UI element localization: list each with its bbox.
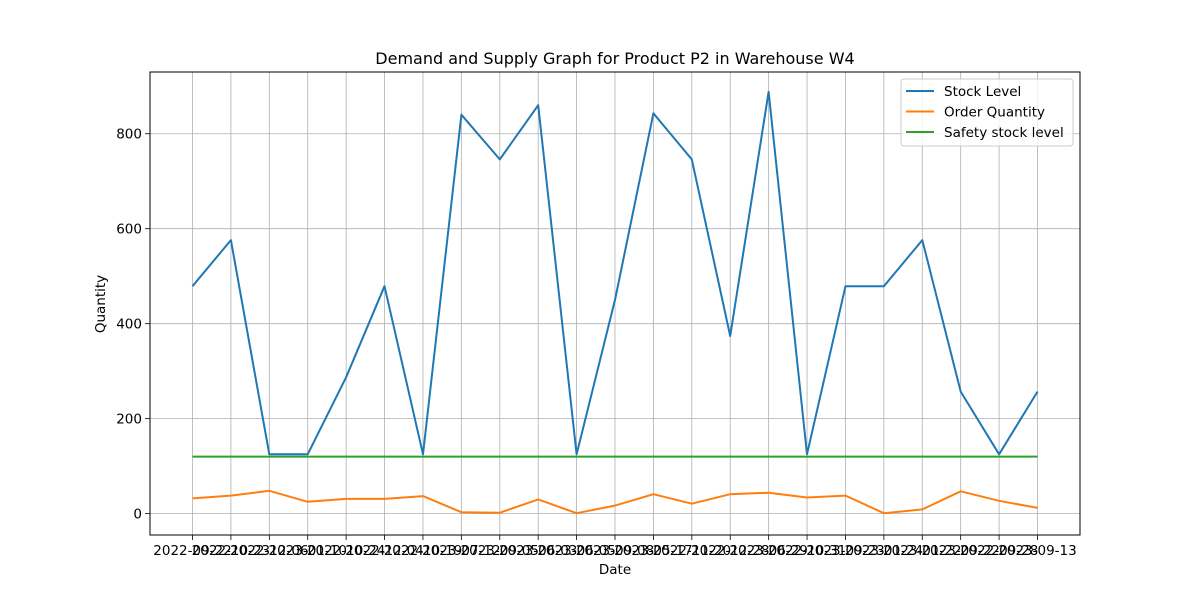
x-axis-title: Date (599, 562, 631, 578)
x-tick-label: 2023-05-17 (614, 543, 692, 559)
plot-series (191, 90, 1039, 515)
x-tick-label: 2022-12-06 (230, 543, 308, 559)
legend: Stock Level Order Quantity Safety stock le… (900, 78, 1074, 147)
series-line-stock-level (191, 90, 1039, 456)
legend-box (900, 78, 1074, 147)
y-tick-label: 600 (116, 222, 142, 238)
x-tick-label: 2023-01-24 (845, 543, 923, 559)
series-line-order-quantity (192, 489, 1038, 515)
axes: 2022-09-222022-10-232022-12-062023-01-10… (116, 127, 1077, 559)
y-tick-label: 200 (116, 412, 142, 428)
x-tick-label: 2023-09-22 (921, 543, 999, 559)
y-tick-label: 0 (133, 507, 142, 523)
x-tick-label: 2022-09-22 (153, 543, 231, 559)
x-tick-label: 2022-10-31 (768, 543, 846, 559)
x-tick-label: 2022-10-24 (307, 543, 385, 559)
grid (150, 72, 1080, 535)
y-axis-title: Quantity (93, 275, 109, 333)
x-tick-label: 2023-06-29 (729, 543, 807, 559)
x-tick-label: 2023-01-10 (268, 543, 346, 559)
x-tick-label: 2023-06-05 (537, 543, 615, 559)
y-tick-label: 800 (116, 127, 142, 143)
x-tick-label: 2023-09-05 (461, 543, 539, 559)
x-tick-label: 2022-11-20 (653, 543, 731, 559)
x-tick-label: 2023-07-12 (422, 543, 500, 559)
x-tick-label: 2023-09-08 (576, 543, 654, 559)
x-tick-label: 2022-10-23 (192, 543, 270, 559)
chart-title: Demand and Supply Graph for Product P2 i… (375, 49, 854, 68)
legend-label: Order Quantity (944, 105, 1045, 121)
legend-label: Stock Level (944, 84, 1021, 100)
x-tick-label: 2022-10-19 (384, 543, 462, 559)
x-tick-label: 2023-09-13 (998, 543, 1076, 559)
x-tick-label: 2023-01-22 (883, 543, 961, 559)
legend-label: Safety stock level (944, 125, 1064, 141)
x-tick-label: 2022-09-28 (960, 543, 1038, 559)
x-tick-label: 2022-12-04 (345, 543, 423, 559)
x-tick-label: 2023-09-23 (806, 543, 884, 559)
y-tick-label: 400 (116, 317, 142, 333)
x-tick-label: 2022-12-28 (691, 543, 769, 559)
x-tick-label: 2023-06-03 (499, 543, 577, 559)
